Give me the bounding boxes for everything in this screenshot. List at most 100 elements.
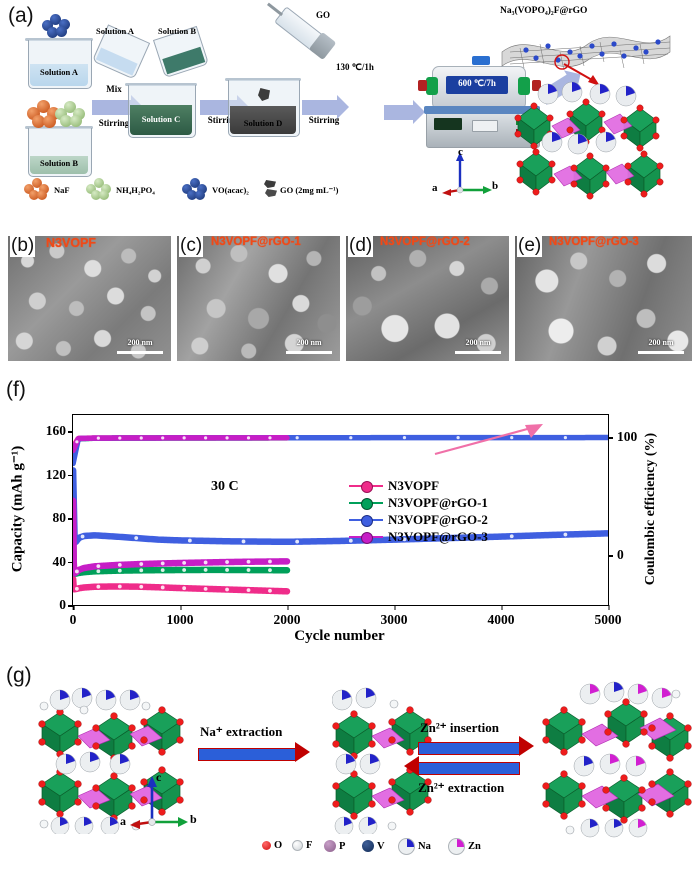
scale-bar-line [286, 351, 332, 354]
legend-item-n3vopf-rgo-1[interactable]: N3VOPF@rGO-1 [349, 494, 488, 511]
legend-label: N3VOPF@rGO-1 [388, 494, 488, 510]
legend-item-n3vopf-rgo-2[interactable]: N3VOPF@rGO-2 [349, 511, 488, 528]
chart-series-n3vopf-rgo-3-ce [73, 435, 290, 454]
arrow-stirring-label-1: Stirring [98, 118, 130, 128]
scale-bar-d-label: 200 nm [465, 338, 491, 347]
beaker-solution-a: Solution A [25, 38, 93, 89]
furnace-valve-right [532, 80, 541, 91]
tilted-beaker-solution-b-label: Solution B [158, 26, 197, 36]
scale-bar-line [638, 351, 684, 354]
beaker-lip [25, 126, 93, 129]
chart-x-tick: 2000 [274, 605, 301, 628]
legend-label: N3VOPF@rGO-3 [388, 528, 488, 544]
legend-label: N3VOPF@rGO-2 [388, 511, 488, 527]
legend-vo-acac-label: VO(acac)₂ [212, 185, 249, 195]
chart-y2-axis-label-text: Coulombic efficiency (%) [643, 432, 658, 586]
chart-y-tick: 120 [46, 467, 74, 483]
beaker-solution-b: Solution B [25, 126, 93, 177]
panel-a-synthesis-schematic: (a) Solution A Solution B Mix St [0, 0, 700, 218]
panel-b-letter: (b) [10, 236, 36, 257]
atom-legend-f: F [292, 840, 312, 851]
go-flake-icon [258, 88, 270, 101]
chart-x-tick: 5000 [595, 605, 622, 628]
scale-bar-d: 200 nm [455, 332, 501, 354]
scale-bar-b: 200 nm [117, 332, 163, 354]
furnace-control-panel [472, 120, 498, 132]
crystal-structure-product [500, 78, 690, 200]
furnace-end-cap-left [426, 77, 438, 95]
legend-marker [349, 514, 383, 527]
panel-g-letter: (g) [6, 664, 32, 687]
zn-insertion-arrow [418, 736, 534, 756]
sem-image-e: (e) N3VOPF@rGO-3 200 nm [515, 236, 692, 361]
furnace-tube-display [446, 76, 508, 94]
zinc-atom-icon [448, 838, 465, 855]
go-label: GO [316, 10, 331, 20]
legend-naf-label: NaF [54, 185, 70, 195]
crystal-structure-zinc-inserted [540, 678, 692, 838]
arrow-stirring-label-3: Stirring [308, 115, 340, 125]
axis-label-a: a [432, 182, 438, 194]
beaker-solution-b-label: Solution B [39, 158, 79, 168]
sem-e-title: N3VOPF@rGO-3 [549, 236, 639, 248]
oxygen-atom-icon [262, 841, 271, 850]
sem-d-title: N3VOPF@rGO-2 [380, 236, 470, 248]
ammonium-phosphate-cluster-icon [54, 100, 88, 128]
panel-f-cycling-performance: (f) Capacity (mAh g⁻¹) Coulombic efficie… [0, 372, 700, 657]
furnace-valve-left [418, 80, 427, 91]
beaker-solution-c-label: Solution C [141, 114, 181, 124]
atom-legend-na: Na [398, 838, 431, 855]
legend-go-icon [264, 180, 278, 198]
chart-y2-tick: 0 [608, 547, 624, 563]
legend-item-n3vopf[interactable]: N3VOPF [349, 477, 488, 494]
ce-trend-arrow-svg [434, 424, 543, 456]
legend-vo-acac-icon [182, 178, 208, 200]
sem-image-row: (b) N3VOPF 200 nm (c) N3VOPF@rGO-1 200 n… [0, 228, 700, 368]
panel-g-axis-label-b: b [190, 812, 197, 826]
phosphorus-atom-icon [324, 840, 336, 852]
naf-cluster-icon [26, 98, 62, 128]
arrow-stirring-3 [302, 95, 349, 119]
ce-trend-arrow-icon [433, 421, 545, 457]
rgo-sheet-svg [501, 35, 671, 71]
autoclave-temperature-label: 130 ℃/1h [336, 62, 374, 72]
crystal-structure-svg [514, 81, 664, 200]
atom-legend-p-label: P [339, 840, 346, 852]
panel-g-mechanism-schematic: (g) [0, 662, 700, 874]
sem-texture [177, 236, 340, 361]
crystal-structure-1-svg [38, 687, 184, 836]
panel-a-legend: NaF NH₄H₂PO₄ VO(acac)₂ GO (2mg mL⁻¹) [24, 176, 344, 204]
beaker-solution-d-label: Solution D [243, 118, 283, 128]
legend-naf-icon [24, 178, 50, 200]
crystal-structure-3-svg [542, 681, 692, 838]
legend-item-n3vopf-rgo-3[interactable]: N3VOPF@rGO-3 [349, 528, 488, 545]
atom-legend-zn: Zn [448, 838, 481, 855]
atom-legend-p: P [324, 840, 345, 852]
panel-a-letter: (a) [8, 4, 34, 27]
zn-extraction-arrow [404, 756, 520, 776]
axis-label-b: b [492, 180, 499, 192]
atom-legend-o: O [262, 840, 282, 851]
chart-x-tick: 3000 [381, 605, 408, 628]
legend-marker [349, 531, 383, 544]
rgo-sheet-icon [500, 22, 672, 71]
beaker-liquid [30, 156, 88, 174]
legend-marker [349, 480, 383, 493]
chart-x-tick: 0 [70, 605, 76, 628]
arrow-to-furnace [384, 100, 425, 124]
atom-legend-v: V [362, 840, 385, 852]
tilted-beaker-solution-a-label: Solution A [96, 26, 135, 36]
sodium-atom-icon [398, 838, 415, 855]
chart-series-n3vopf-rgo-2 [73, 467, 608, 546]
axis-triad-panel-a [434, 148, 500, 200]
axis-triad-panel-g [120, 772, 200, 834]
chart-y-tick: 80 [53, 510, 74, 526]
autoclave-icon [348, 78, 378, 138]
go-flake-lower [265, 189, 277, 197]
furnace-chimney [472, 56, 490, 65]
panel-d-letter: (d) [348, 236, 374, 257]
arrow-mix-stirring [92, 95, 143, 119]
atom-legend-o-label: O [274, 840, 283, 851]
chart-series-n3vopf-rgo-1 [73, 523, 291, 577]
atom-legend-zn-label: Zn [468, 841, 481, 852]
